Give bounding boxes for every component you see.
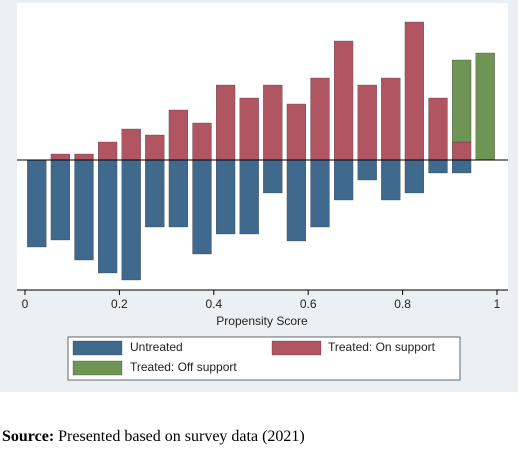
bar: [404, 159, 424, 194]
bar: [428, 159, 448, 174]
bar: [27, 159, 47, 248]
source-note: Source: Presented based on survey data (…: [2, 428, 305, 446]
bar: [310, 159, 330, 228]
bar: [452, 159, 472, 174]
bar: [404, 21, 424, 161]
legend: [67, 336, 461, 381]
bar: [239, 159, 259, 235]
bar: [334, 159, 354, 201]
bar: [121, 159, 141, 281]
bar: [74, 153, 94, 161]
legend-label: Untreated: [130, 340, 183, 354]
bar: [168, 159, 188, 228]
x-tick-label: 0.2: [111, 297, 128, 311]
x-tick-label: 0.4: [205, 297, 222, 311]
x-tick-label: 0.6: [300, 297, 317, 311]
bar: [145, 159, 165, 228]
bar: [357, 84, 377, 161]
bar: [50, 153, 70, 161]
bar: [286, 159, 306, 242]
bar: [192, 122, 212, 161]
source-text: Presented based on survey data (2021): [58, 428, 305, 445]
bar: [98, 159, 118, 274]
bar: [310, 77, 330, 161]
bar: [428, 97, 448, 161]
bar: [50, 159, 70, 241]
chart: Propensity Score 0 0.2 0.4 0.6 0.8 1 Untreated…: [0, 0, 518, 392]
bar: [121, 128, 141, 161]
bar: [452, 59, 472, 143]
source-label: Source:: [2, 428, 55, 445]
legend-label: Treated: Off support: [130, 360, 237, 374]
x-tick-label: 0: [22, 297, 29, 311]
legend-swatch: [72, 360, 123, 376]
x-axis-label: Propensity Score: [216, 314, 308, 328]
bar: [381, 159, 401, 201]
bar: [192, 159, 212, 255]
bar: [381, 77, 401, 161]
legend-swatch: [72, 340, 123, 356]
bar: [263, 159, 283, 194]
bar: [452, 141, 472, 161]
bar: [216, 159, 236, 235]
bar: [475, 52, 495, 161]
x-tick-label: 1: [494, 297, 501, 311]
bar: [145, 134, 165, 161]
bar: [334, 40, 354, 161]
legend-label: Treated: On support: [328, 340, 436, 354]
bar: [263, 84, 283, 161]
bar: [216, 84, 236, 161]
bar: [239, 97, 259, 161]
bar: [98, 141, 118, 161]
bar: [286, 103, 306, 161]
legend-swatch: [271, 340, 322, 356]
bar: [168, 109, 188, 161]
bar: [74, 159, 94, 261]
bar: [357, 159, 377, 181]
x-tick-label: 0.8: [394, 297, 411, 311]
